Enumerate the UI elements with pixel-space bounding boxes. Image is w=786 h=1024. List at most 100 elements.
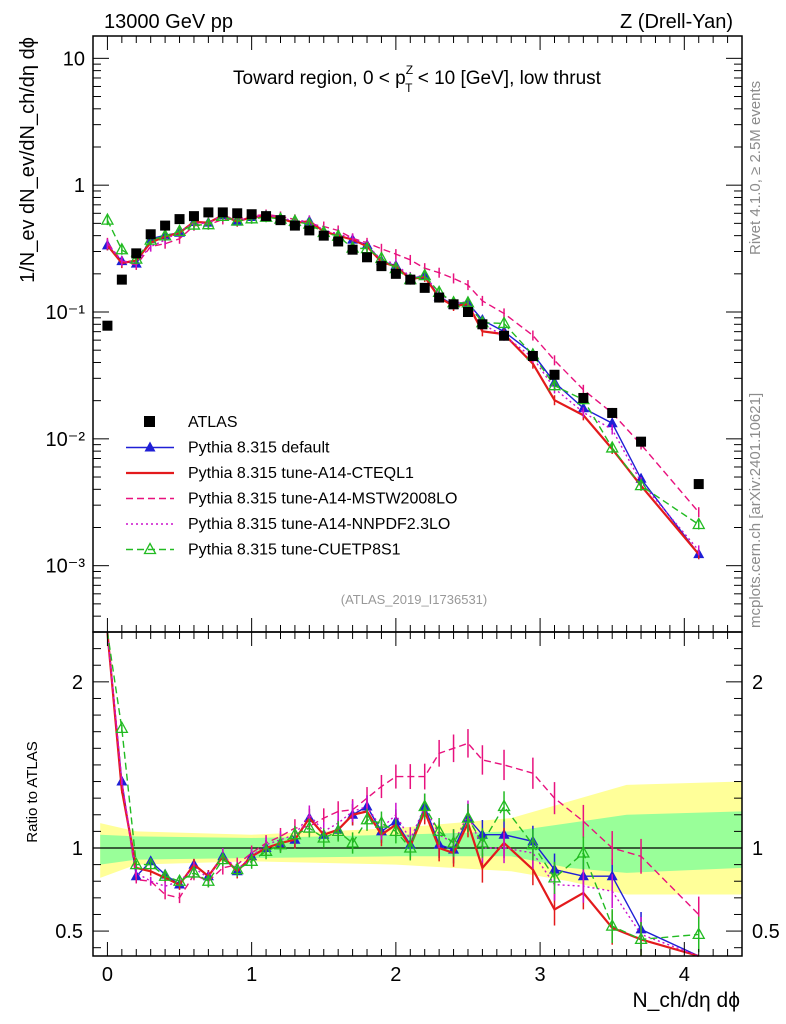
ratio-point-4-33: [692, 927, 706, 940]
ratio-tick-label-right-2: 2: [752, 672, 763, 694]
ratio-point-4-2: [129, 857, 143, 870]
atlas-point-27: [499, 330, 510, 341]
ratio-tick-label-left-0: 0.5: [55, 921, 83, 943]
atlas-point-6: [188, 211, 199, 222]
main-point-4-4: [158, 228, 172, 241]
atlas-point-20: [390, 268, 401, 279]
main-point-4-22: [418, 268, 432, 281]
main-point-4-25: [461, 295, 475, 308]
atlas-point-12: [275, 215, 286, 226]
ratio-tick-label-left-1: 1: [72, 838, 83, 860]
main-point-4-1: [115, 242, 129, 255]
ratio-point-4-19: [374, 815, 389, 828]
ratio-point-4-20: [389, 824, 403, 837]
chart-title: Toward region, 0 < pZ T < 10 [GeV], low t…: [233, 63, 602, 95]
ratio-point-4-7: [201, 873, 215, 886]
atlas-point-26: [477, 319, 488, 330]
main-point-4-33: [692, 517, 706, 530]
title-sup: Z: [406, 63, 413, 77]
atlas-point-17: [347, 244, 358, 255]
ratio-point-4-18: [360, 812, 374, 825]
y-tick-label-2: 10⁻¹: [46, 302, 86, 324]
legend-label-3: Pythia 8.315 tune-A14-NNPDF2.3LO: [188, 516, 450, 533]
ratio-point-4-13: [288, 827, 302, 840]
main-point-4-7: [201, 217, 215, 230]
main-point-4-0: [100, 212, 115, 225]
legend-label-1: Pythia 8.315 tune-A14-CTEQL1: [188, 465, 414, 482]
atlas-point-13: [289, 220, 300, 231]
title-pre: Toward region, 0 < p: [233, 68, 406, 89]
ratio-point-4-5: [172, 873, 187, 886]
main-point-4-27: [497, 316, 511, 329]
x-tick-label-4: 4: [679, 964, 690, 986]
main-point-4-31: [605, 440, 619, 453]
main-line-series-1: [106, 213, 700, 555]
atlas-point-22: [419, 282, 430, 293]
ratio-point-4-28: [526, 837, 540, 850]
ratio-point-4-12: [273, 837, 288, 850]
rivet-version-label: Rivet 4.1.0, ≥ 2.5M events: [747, 81, 764, 255]
ratio-tick-label-right-0: 0.5: [752, 921, 780, 943]
atlas-point-18: [362, 252, 373, 263]
legend-marker-4: [143, 542, 157, 555]
atlas-point-8: [217, 207, 228, 218]
ratio-point-4-8: [216, 852, 230, 865]
ratio-point-4-9: [230, 862, 244, 875]
ratio-point-4-22: [418, 799, 432, 812]
main-line-series-4: [106, 215, 700, 526]
title-post: < 10 [GeV], low thrust: [412, 68, 601, 89]
legend-marker-0: [144, 441, 156, 452]
header-right: Z (Drell-Yan): [620, 11, 733, 33]
legend-label-2: Pythia 8.315 tune-A14-MSTW2008LO: [188, 491, 457, 508]
y-tick-label-1: 1: [74, 175, 85, 197]
atlas-point-9: [232, 208, 243, 219]
ratio-point-4-1: [115, 721, 129, 734]
atlas-point-10: [246, 209, 257, 220]
atlas-point-14: [304, 225, 315, 236]
x-tick-label-1: 1: [246, 964, 257, 986]
ratio-point-4-6: [187, 865, 201, 878]
atlas-point-25: [462, 307, 473, 318]
atlas-point-16: [333, 236, 344, 247]
ratio-point-4-29: [547, 870, 562, 883]
atlas-point-32: [636, 436, 647, 447]
ratio-tick-label-right-1: 1: [752, 838, 763, 860]
ratio-line-series-2: [106, 631, 700, 915]
ratio-point-4-32: [634, 932, 648, 945]
main-series: [100, 207, 706, 560]
atlas-point-1: [116, 274, 127, 285]
ratio-point-4-21: [403, 840, 417, 853]
y-tick-label-4: 10⁻³: [46, 556, 86, 578]
ratio-ylabel: Ratio to ATLAS: [24, 741, 41, 842]
ratio-point-4-11: [259, 843, 273, 856]
ratio-point-4-26: [475, 835, 489, 848]
atlas-point-15: [318, 230, 329, 241]
atlas-point-7: [203, 207, 214, 218]
main-point-0-30: [577, 402, 589, 413]
ratio-point-4-10: [245, 853, 259, 866]
atlas-point-29: [549, 369, 560, 380]
ratio-point-4-15: [317, 830, 331, 843]
ratio-point-4-17: [346, 835, 360, 848]
y-tick-label-3: 10⁻²: [46, 429, 86, 451]
ratio-line-series-3: [106, 631, 699, 957]
main-ylabel: 1/N_ev dN_ev/dN_ch/dη dϕ: [17, 37, 39, 283]
atlas-point-21: [405, 274, 416, 285]
ratio-frame: [92, 631, 743, 957]
legend-label-atlas: ATLAS: [188, 414, 238, 431]
ratio-point-4-3: [144, 857, 158, 870]
main-point-4-5: [172, 224, 187, 237]
atlas-point-11: [261, 211, 272, 222]
x-tick-label-0: 0: [102, 964, 113, 986]
atlas-point-28: [527, 350, 538, 361]
atlas-point-0: [102, 320, 113, 331]
ratio-line-series-4: [106, 631, 699, 941]
title-sub: T: [405, 81, 413, 95]
x-axis-label: N_ch/dη dϕ: [633, 989, 741, 1012]
atlas-point-19: [376, 261, 387, 272]
main-point-0-31: [606, 417, 618, 428]
legend: ATLAS Pythia 8.315 default Pythia 8.315 tu…: [126, 414, 457, 559]
mcplots-label: mcplots.cern.ch [arXiv:2401.10621]: [747, 393, 764, 628]
main-line-series-2: [106, 213, 700, 513]
